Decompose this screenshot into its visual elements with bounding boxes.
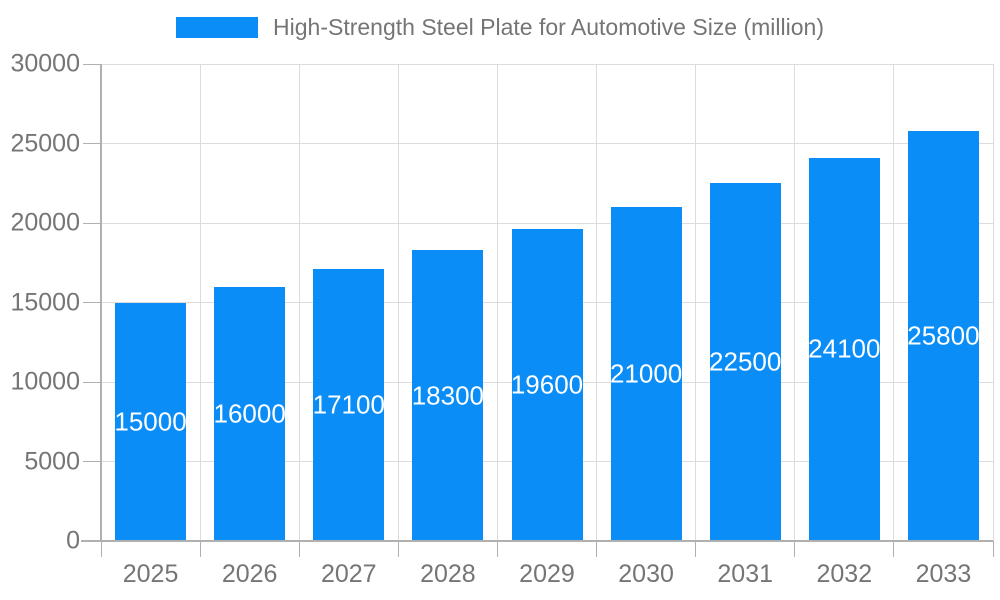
- bar-2030[interactable]: [610, 207, 682, 541]
- x-tick-label: 2027: [320, 560, 377, 588]
- chart-legend[interactable]: High-Strength Steel Plate for Automotive…: [0, 14, 1000, 41]
- y-axis-tick: [83, 143, 101, 144]
- x-axis-tick: [695, 541, 697, 557]
- x-axis-tick: [298, 541, 300, 557]
- x-axis-tick: [199, 541, 201, 557]
- gridline-horizontal: [101, 222, 993, 224]
- gridline-horizontal: [101, 143, 993, 144]
- y-tick-label: 20000: [10, 208, 80, 237]
- x-axis-tick: [100, 541, 102, 557]
- y-axis-tick: [83, 222, 101, 224]
- x-tick-label: 2031: [717, 560, 774, 588]
- y-tick-label: 30000: [10, 49, 80, 78]
- bar-2028[interactable]: [412, 250, 484, 541]
- bar-2032[interactable]: [808, 157, 880, 541]
- x-tick-label: 2028: [420, 560, 476, 588]
- y-tick-label: 25000: [10, 129, 80, 157]
- y-axis-line: [100, 64, 102, 541]
- bar-2031[interactable]: [709, 183, 781, 541]
- x-axis-tick: [596, 541, 598, 557]
- gridline-vertical: [992, 64, 994, 541]
- x-tick-label: 2025: [122, 560, 179, 588]
- bar-2027[interactable]: [313, 269, 385, 541]
- x-axis-tick: [794, 541, 796, 557]
- x-tick-label: 2033: [915, 560, 972, 588]
- x-axis-tick: [992, 541, 994, 557]
- legend-swatch: [176, 17, 259, 38]
- bar-2033[interactable]: [907, 130, 979, 541]
- bar-2025[interactable]: [115, 302, 187, 541]
- y-axis-tick: [83, 461, 101, 462]
- y-axis-tick: [83, 63, 101, 65]
- gridline-vertical: [199, 64, 201, 541]
- gridline-vertical: [397, 64, 399, 541]
- y-tick-label: 10000: [10, 367, 80, 396]
- bar-2029[interactable]: [511, 229, 583, 541]
- gridline-vertical: [496, 64, 498, 541]
- gridline-vertical: [298, 64, 300, 541]
- bar-2026[interactable]: [214, 286, 286, 541]
- y-tick-label: 15000: [10, 288, 80, 316]
- gridline-horizontal: [101, 63, 993, 65]
- x-tick-label: 2026: [221, 560, 278, 588]
- gridline-vertical: [794, 64, 796, 541]
- gridline-vertical: [695, 64, 697, 541]
- y-tick-label: 5000: [24, 447, 80, 475]
- y-axis-tick: [83, 302, 101, 303]
- x-axis-tick: [496, 541, 498, 557]
- x-tick-label: 2032: [816, 560, 873, 588]
- legend-label: High-Strength Steel Plate for Automotive…: [273, 14, 824, 40]
- x-axis-line: [81, 540, 993, 542]
- y-tick-label: 0: [66, 526, 80, 555]
- gridline-vertical: [893, 64, 895, 541]
- x-tick-label: 2029: [519, 560, 575, 588]
- x-axis-tick: [893, 541, 895, 557]
- x-tick-label: 2030: [618, 560, 674, 588]
- y-axis-tick: [83, 381, 101, 383]
- x-axis-tick: [397, 541, 399, 557]
- gridline-vertical: [596, 64, 598, 541]
